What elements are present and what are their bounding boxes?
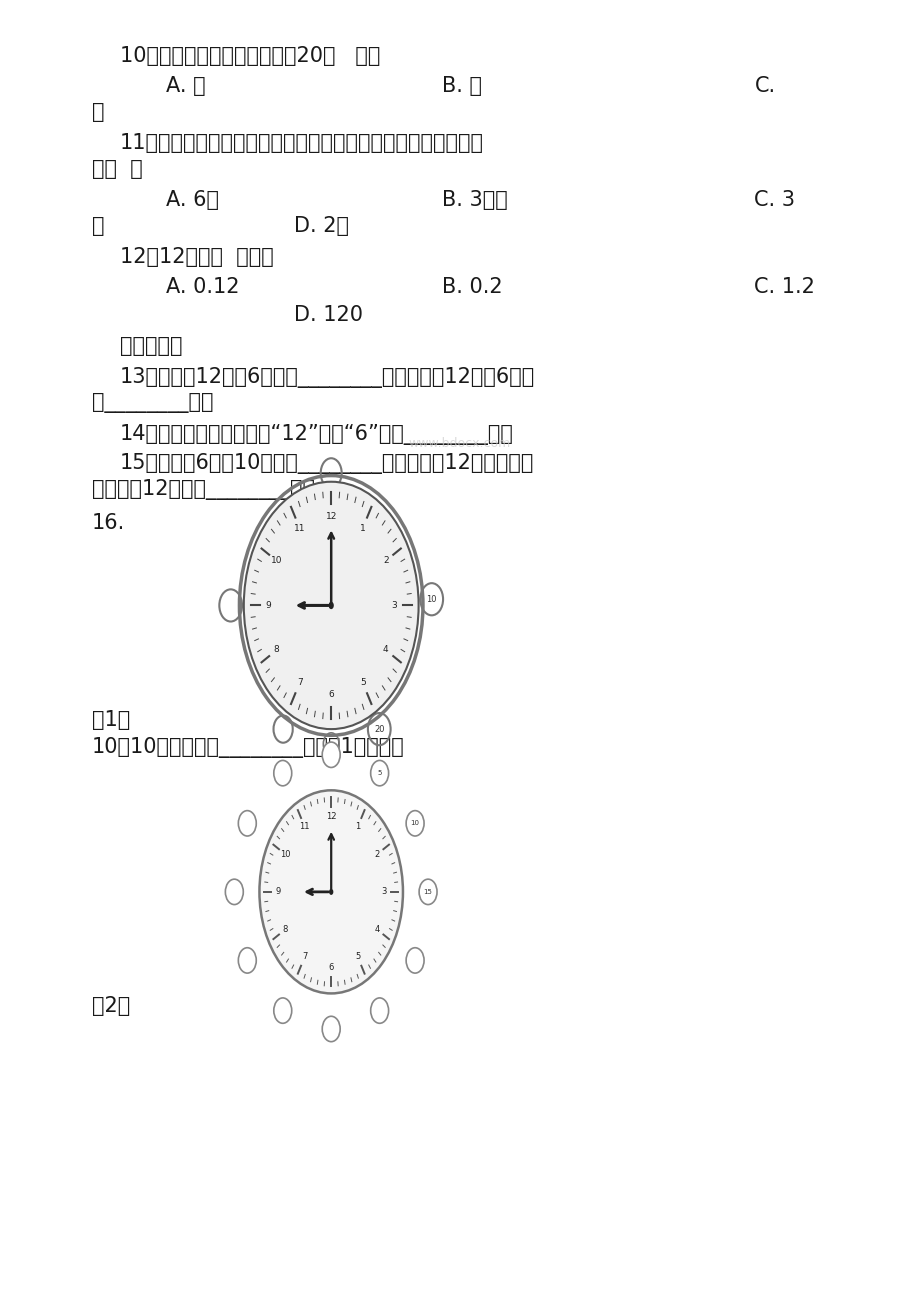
- Circle shape: [259, 790, 403, 993]
- Circle shape: [322, 1017, 340, 1042]
- Text: 16.: 16.: [92, 513, 125, 533]
- Text: 10: 10: [279, 850, 290, 859]
- Text: 12．12分＝（  ）小时: 12．12分＝（ ）小时: [119, 247, 273, 267]
- Text: 10: 10: [271, 556, 282, 565]
- Text: www.bdocx.com: www.bdocx.com: [408, 437, 511, 450]
- Text: 3: 3: [391, 602, 397, 609]
- Text: 6: 6: [328, 962, 334, 971]
- Text: 11．下面的时刻中，钟面上的时针和分针所形成的夹角是直角的: 11．下面的时刻中，钟面上的时针和分针所形成的夹角是直角的: [119, 133, 483, 152]
- Circle shape: [328, 602, 334, 609]
- Text: （1）: （1）: [92, 710, 130, 729]
- Text: 5: 5: [377, 771, 381, 776]
- Text: A. 0.12: A. 0.12: [165, 277, 239, 297]
- Text: D. 120: D. 120: [294, 305, 363, 324]
- Text: 12: 12: [325, 812, 336, 822]
- Text: 10: 10: [426, 595, 437, 604]
- Text: A. 时: A. 时: [165, 76, 205, 95]
- Text: 10制10分地数，数________次就到1小时了。: 10制10分地数，数________次就到1小时了。: [92, 737, 404, 758]
- Text: 10．小冬每天吃晚饥大约需襷20（   ）。: 10．小冬每天吃晚饥大约需襷20（ ）。: [119, 46, 380, 65]
- Text: 3: 3: [381, 888, 387, 896]
- Text: 时: 时: [92, 216, 105, 236]
- Circle shape: [370, 997, 388, 1023]
- Text: 2: 2: [382, 556, 388, 565]
- Circle shape: [238, 948, 256, 973]
- Text: 4: 4: [382, 646, 388, 655]
- Text: 11: 11: [299, 823, 310, 831]
- Circle shape: [419, 879, 437, 905]
- Circle shape: [225, 879, 243, 905]
- Text: 5: 5: [355, 953, 360, 961]
- Text: 10: 10: [410, 820, 419, 827]
- Text: 13．时针从12走到6，走了________时；分针从12走到6，走: 13．时针从12走到6，走了________时；分针从12走到6，走: [119, 367, 534, 388]
- Text: B. 分: B. 分: [441, 76, 481, 95]
- Text: B. 3时半: B. 3时半: [441, 190, 506, 210]
- Circle shape: [238, 811, 256, 836]
- Text: （2）: （2）: [92, 996, 130, 1016]
- Text: 14．钟面上，分针从数字“12”走到“6”走了________分。: 14．钟面上，分针从数字“12”走到“6”走了________分。: [119, 424, 513, 445]
- Text: 11: 11: [294, 523, 305, 533]
- Text: 15: 15: [423, 889, 432, 894]
- Circle shape: [274, 997, 291, 1023]
- Text: 7: 7: [301, 953, 307, 961]
- Text: 6: 6: [328, 690, 334, 699]
- Circle shape: [370, 760, 388, 786]
- Text: C. 1.2: C. 1.2: [754, 277, 814, 297]
- Circle shape: [405, 811, 424, 836]
- Text: D. 2时: D. 2时: [294, 216, 349, 236]
- Text: 2: 2: [374, 850, 380, 859]
- Text: 5: 5: [359, 678, 365, 687]
- Text: 9: 9: [275, 888, 280, 896]
- Text: 1: 1: [355, 823, 360, 831]
- Text: 15．分针从6走到10，走了________分，时针从12开始绕了一: 15．分针从6走到10，走了________分，时针从12开始绕了一: [119, 453, 533, 474]
- Text: 秒: 秒: [92, 102, 105, 121]
- Text: 是（  ）: 是（ ）: [92, 159, 142, 178]
- Text: 了________分。: 了________分。: [92, 393, 213, 413]
- Text: 二、填空题: 二、填空题: [119, 336, 182, 355]
- Text: 圈又走封12，走了________时。: 圈又走封12，走了________时。: [92, 479, 314, 500]
- Text: 8: 8: [282, 924, 288, 934]
- Text: 4: 4: [374, 924, 380, 934]
- Text: 9: 9: [265, 602, 271, 609]
- Text: 7: 7: [297, 678, 302, 687]
- Circle shape: [329, 889, 333, 894]
- Text: 1: 1: [359, 523, 365, 533]
- Text: C.: C.: [754, 76, 775, 95]
- Circle shape: [322, 742, 340, 767]
- Text: 8: 8: [274, 646, 279, 655]
- Text: C. 3: C. 3: [754, 190, 795, 210]
- Circle shape: [244, 482, 418, 729]
- Text: 20: 20: [374, 725, 384, 733]
- Text: B. 0.2: B. 0.2: [441, 277, 502, 297]
- Circle shape: [405, 948, 424, 973]
- Text: A. 6时: A. 6时: [165, 190, 219, 210]
- Circle shape: [274, 760, 291, 786]
- Text: 12: 12: [325, 512, 336, 521]
